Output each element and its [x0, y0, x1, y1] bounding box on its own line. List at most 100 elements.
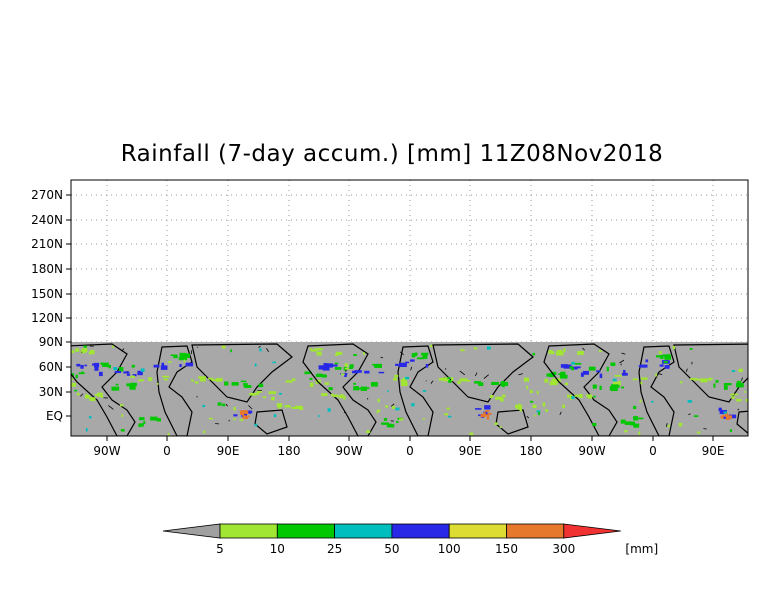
rain-patch	[90, 349, 95, 354]
rain-patch	[185, 362, 194, 367]
rain-patch	[409, 359, 415, 362]
boundary-line	[666, 423, 668, 427]
rain-patch	[610, 362, 616, 366]
rain-patch	[633, 423, 640, 428]
rain-patch	[93, 362, 100, 368]
boundary-line	[621, 352, 626, 355]
x-tick-label: 180	[278, 444, 301, 458]
boundary-line	[258, 345, 261, 348]
boundary-line	[399, 351, 404, 356]
rain-speckle	[663, 360, 668, 364]
rain-speckle	[168, 361, 172, 363]
rain-patch	[100, 362, 103, 365]
rain-patch	[316, 351, 322, 356]
rain-patch	[614, 385, 620, 388]
rain-patch	[84, 394, 90, 399]
rain-patch	[636, 417, 644, 420]
rain-speckle	[74, 389, 78, 392]
colorbar-swatch	[448, 523, 507, 539]
boundary-line	[248, 405, 253, 410]
x-tick-label: 0	[163, 444, 171, 458]
rain-patch	[170, 354, 177, 357]
rain-speckle	[422, 418, 425, 420]
rain-patch	[639, 364, 648, 368]
rain-speckle	[340, 373, 345, 376]
rain-patch	[75, 348, 80, 352]
rain-patch	[310, 349, 318, 352]
rain-patch	[723, 385, 728, 390]
rain-patch	[244, 385, 252, 389]
rain-speckle	[83, 345, 88, 348]
boundary-line	[518, 373, 523, 376]
rain-patch	[199, 378, 206, 382]
rain-patch	[523, 377, 530, 382]
boundary-line	[582, 347, 585, 351]
rain-patch	[401, 381, 408, 387]
rain-patch	[179, 364, 182, 368]
rain-patch	[588, 366, 596, 371]
rain-patch	[731, 396, 735, 399]
rain-patch	[71, 350, 75, 354]
rain-speckle	[748, 402, 751, 405]
colorbar-max-triangle	[563, 523, 621, 539]
rain-speckle	[723, 411, 728, 414]
rain-speckle	[486, 346, 491, 350]
rain-patch	[349, 364, 354, 368]
rain-speckle	[529, 389, 533, 394]
boundary-line	[657, 373, 663, 375]
rain-patch	[664, 356, 672, 360]
rain-patch	[599, 385, 602, 390]
rain-patch	[571, 367, 575, 371]
rain-patch	[321, 374, 327, 378]
rain-speckle	[272, 361, 277, 364]
rain-speckle	[156, 382, 159, 385]
rain-patch	[551, 378, 559, 383]
rain-patch	[620, 419, 626, 424]
rain-speckle	[765, 370, 768, 372]
rain-patch	[132, 374, 137, 377]
rain-speckle	[112, 345, 115, 348]
boundary-line	[483, 374, 489, 379]
rain-speckle	[10, 360, 13, 363]
rain-patch	[633, 416, 639, 421]
boundary-line	[688, 413, 691, 416]
rain-patch	[725, 415, 730, 421]
rain-speckle	[526, 385, 528, 390]
rain-speckle	[771, 396, 775, 399]
rain-patch	[574, 362, 582, 365]
rain-speckle	[571, 396, 575, 399]
rain-patch	[374, 363, 382, 368]
x-tick-label: 90E	[459, 444, 482, 458]
x-tick-label: 0	[406, 444, 414, 458]
rain-speckle	[335, 354, 339, 356]
rain-patch	[500, 398, 504, 402]
rain-patch	[569, 366, 573, 369]
rain-speckle	[399, 418, 404, 421]
rain-speckle	[88, 415, 92, 419]
colorbar-swatch	[391, 523, 450, 539]
boundary-line	[741, 377, 743, 381]
rain-patch	[609, 386, 616, 391]
x-tick-label: 90E	[702, 444, 725, 458]
rain-patch	[94, 366, 99, 371]
rain-patch	[4, 415, 7, 417]
boundary-line	[459, 370, 465, 376]
colorbar-level-label: 5	[216, 542, 224, 556]
rain-patch	[101, 395, 104, 398]
rain-patch	[580, 372, 584, 377]
boundary-line	[380, 356, 384, 359]
boundary-line	[108, 405, 114, 410]
rain-speckle	[376, 410, 379, 414]
rain-speckle	[120, 429, 125, 432]
y-tick-label: 180N	[31, 262, 63, 276]
rain-speckle	[448, 379, 452, 383]
rain-patch	[315, 373, 324, 378]
rain-patch	[474, 381, 482, 384]
rain-patch	[570, 366, 578, 370]
rain-patch	[389, 423, 392, 427]
colorbar-swatch	[276, 523, 335, 539]
boundary-line	[685, 368, 688, 372]
rain-speckle	[756, 431, 758, 434]
rain-speckle	[612, 378, 617, 382]
rain-patch	[405, 361, 410, 364]
